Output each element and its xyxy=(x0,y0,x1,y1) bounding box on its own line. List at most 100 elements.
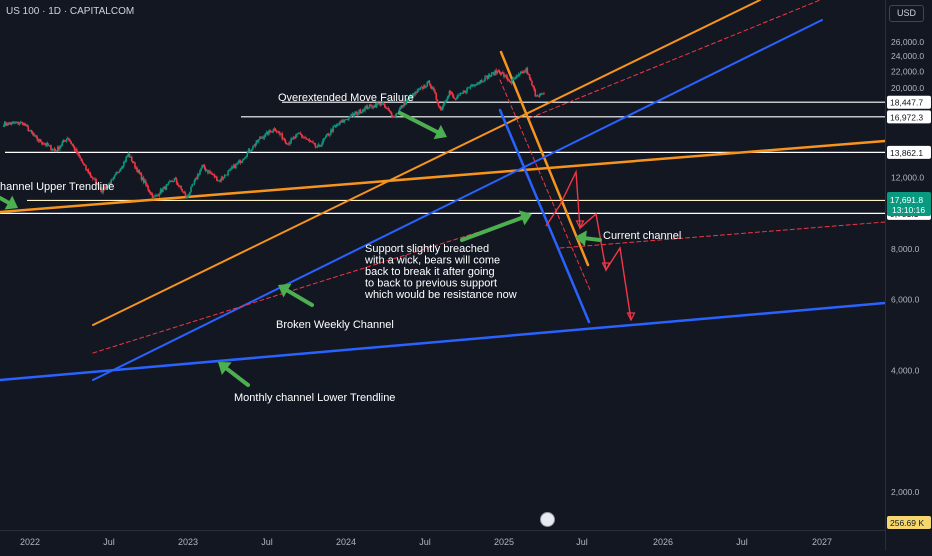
orange-rising-channel xyxy=(92,0,761,326)
candle-body xyxy=(173,178,176,182)
candle-body xyxy=(2,126,5,127)
candle-body xyxy=(204,168,207,171)
candle-body xyxy=(138,170,141,174)
candle-body xyxy=(519,72,522,74)
candle-body xyxy=(327,134,330,136)
x-tick-label: 2025 xyxy=(494,537,514,547)
candle-body xyxy=(358,109,361,113)
candle-body xyxy=(78,153,80,157)
candle-body xyxy=(393,116,395,118)
candle-body xyxy=(153,195,156,197)
candle-body xyxy=(194,177,197,181)
candle-body xyxy=(98,187,101,189)
candle-body xyxy=(315,146,318,148)
candle-body xyxy=(52,148,55,150)
candle-body xyxy=(500,72,503,75)
candle-body xyxy=(402,105,404,107)
candle-body xyxy=(86,169,88,171)
candle-body xyxy=(450,93,453,95)
x-tick-label: 2024 xyxy=(336,537,356,547)
candle-body xyxy=(461,92,464,94)
chart-plot-area[interactable]: Overextended Move Failure hannel Upper Tr… xyxy=(0,0,887,530)
candle-body xyxy=(387,108,389,110)
candle-body xyxy=(288,143,290,145)
price-chart[interactable]: Overextended Move Failure hannel Upper Tr… xyxy=(0,0,887,530)
candle-body xyxy=(309,141,312,143)
candle-body xyxy=(382,103,385,105)
annotation-overextended: Overextended Move Failure xyxy=(278,92,414,104)
candle-body xyxy=(379,103,381,106)
candle-body xyxy=(495,70,498,74)
price-level-label: 18,447.7 xyxy=(890,98,923,108)
price-axis[interactable]: 26,000.0 24,000.0 22,000.0 20,000.0 12,000.0… xyxy=(885,0,932,550)
candle-body xyxy=(538,94,541,97)
time-axis[interactable]: 2022 Jul 2023 Jul 2024 Jul 2025 Jul 2026 Jul 2027 xyxy=(0,530,885,551)
candle-body xyxy=(259,137,261,140)
candle-body xyxy=(34,135,36,137)
y-tick-label: 24,000.0 xyxy=(891,51,924,61)
candle-body xyxy=(504,75,506,77)
candle-body xyxy=(524,70,526,72)
arrow-monthly-lower-head xyxy=(218,362,232,376)
candle-body xyxy=(444,101,446,103)
candle-body xyxy=(506,76,509,80)
candle-body xyxy=(55,150,58,152)
us-flag-icon[interactable] xyxy=(540,512,555,527)
candle-body xyxy=(142,177,145,183)
currency-button[interactable]: USD xyxy=(889,5,924,22)
candle-body xyxy=(108,183,110,186)
candle-body xyxy=(466,88,468,93)
last-price-badge xyxy=(887,192,931,216)
candle-body xyxy=(378,103,380,105)
candle-body xyxy=(236,163,238,165)
candle-body xyxy=(119,168,122,172)
candle-body xyxy=(115,173,117,176)
candle-body xyxy=(341,120,343,123)
candle-body xyxy=(89,173,92,176)
candle-body xyxy=(219,180,222,182)
candle-body xyxy=(454,98,457,100)
annotation-broken-weekly: Broken Weekly Channel xyxy=(276,319,394,331)
candle-body xyxy=(73,146,76,151)
candle-body xyxy=(148,189,150,192)
candle-body xyxy=(446,98,449,101)
candle-body xyxy=(483,81,485,82)
candle-body xyxy=(337,124,340,126)
candle-body xyxy=(270,131,273,133)
candle-body xyxy=(212,174,215,176)
candle-body xyxy=(102,187,104,193)
candle-body xyxy=(304,137,306,139)
candle-body xyxy=(429,83,432,87)
candle-body xyxy=(203,165,206,169)
candle-body xyxy=(103,187,106,190)
candle-body xyxy=(510,79,513,84)
candle-body xyxy=(209,171,211,173)
candle-body xyxy=(533,86,535,90)
candle-body xyxy=(275,131,278,133)
candle-body xyxy=(489,75,492,77)
candle-body xyxy=(406,100,409,102)
candle-body xyxy=(164,186,166,190)
candle-body xyxy=(257,139,260,142)
candle-body xyxy=(499,73,502,75)
candle-body xyxy=(16,121,18,123)
candle-body xyxy=(492,72,494,74)
candle-body xyxy=(350,114,353,118)
candle-body xyxy=(193,180,196,184)
candle-body xyxy=(462,90,465,93)
candle-body xyxy=(97,183,100,188)
candle-body xyxy=(363,109,365,111)
candle-body xyxy=(166,183,169,185)
candle-body xyxy=(522,72,524,74)
candle-body xyxy=(184,193,187,197)
candle-body xyxy=(45,143,48,146)
arrow-monthly-lower xyxy=(224,366,250,387)
candle-body xyxy=(150,193,153,195)
candle-body xyxy=(92,177,94,179)
candle-body xyxy=(59,146,61,149)
candle-body xyxy=(147,186,149,190)
candle-body xyxy=(438,106,441,107)
candle-body xyxy=(448,91,451,96)
candle-body xyxy=(131,161,134,163)
candle-body xyxy=(279,133,281,135)
